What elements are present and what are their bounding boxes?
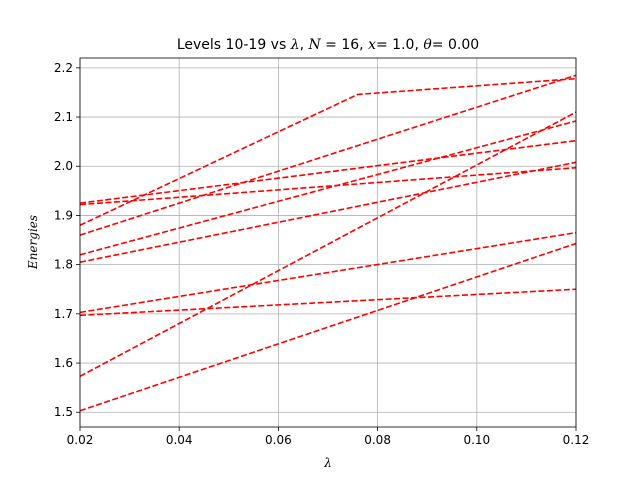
chart-title: Levels 10-19 vs λ, N = 16, x= 1.0, θ= 0.… (177, 37, 479, 53)
y-axis: 1.5 1.6 1.7 1.8 1.9 2.0 2.1 2.2 (54, 61, 80, 419)
x-tick-label: 0.02 (67, 433, 94, 447)
x-tick-label: 0.08 (364, 433, 391, 447)
x-tick-label: 0.10 (463, 433, 490, 447)
series-line-7 (79, 74, 577, 236)
y-tick-label: 1.6 (54, 356, 73, 370)
y-tick-label: 2.2 (54, 61, 73, 75)
y-axis-label: Energies (26, 215, 40, 270)
x-tick-label: 0.06 (265, 433, 292, 447)
plot-frame (79, 57, 577, 428)
series-line-1 (79, 242, 577, 412)
y-tick-label: 1.9 (54, 208, 73, 222)
y-tick-label: 1.7 (54, 307, 73, 321)
y-tick-label: 2.0 (54, 159, 73, 173)
x-axis-label: λ (323, 456, 332, 470)
y-tick-label: 1.8 (54, 258, 73, 272)
series-line-4 (79, 231, 577, 314)
series-line-10 (79, 139, 577, 204)
series-line-3 (79, 288, 577, 317)
y-tick-label: 1.5 (54, 405, 73, 419)
grid (79, 58, 577, 427)
series-line-8 (79, 77, 577, 227)
series-line-6 (79, 120, 577, 256)
series-line-5 (79, 161, 577, 263)
x-tick-label: 0.12 (563, 433, 590, 447)
series-group (79, 74, 577, 412)
series-line-9 (79, 166, 577, 206)
x-axis: 0.02 0.04 0.06 0.08 0.10 0.12 (67, 427, 590, 447)
y-tick-label: 2.1 (54, 110, 73, 124)
x-tick-label: 0.04 (166, 433, 193, 447)
series-line-2 (79, 111, 577, 378)
